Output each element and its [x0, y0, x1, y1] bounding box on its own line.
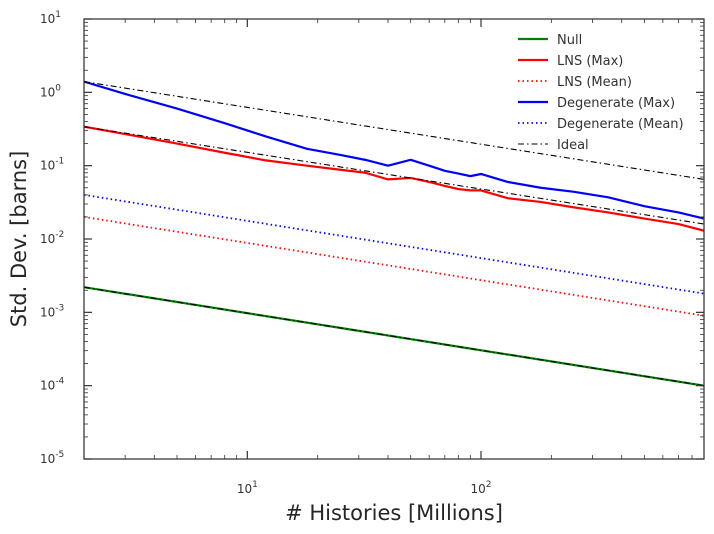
x-tick-label: 101	[237, 480, 258, 496]
y-tick-label: 10-5	[40, 450, 64, 466]
legend-label-degenerate-mean: Degenerate (Mean)	[557, 117, 684, 132]
y-tick-label: 101	[40, 10, 61, 26]
series-layer	[83, 80, 705, 387]
y-axis-label: Std. Dev. [barns]	[7, 151, 31, 328]
series-line-ideal-ref-6	[83, 126, 705, 225]
y-tick-label: 10-2	[40, 230, 64, 246]
legend-label-lns-mean: LNS (Mean)	[557, 75, 632, 90]
legend-label-degenerate-max: Degenerate (Max)	[557, 96, 675, 111]
series-line-ideal	[83, 81, 705, 180]
x-axis-label: # Histories [Millions]	[285, 501, 503, 525]
y-tick-label: 10-3	[40, 303, 64, 319]
legend: Null LNS (Max) LNS (Mean) Degenerate (Max) D…	[518, 33, 684, 153]
y-tick-label: 100	[40, 83, 61, 99]
series-line-lns-max	[83, 125, 705, 232]
legend-label-lns-max: LNS (Max)	[557, 54, 623, 69]
y-tick-label: 10-4	[40, 377, 65, 393]
y-tick-label: 10-1	[40, 157, 64, 173]
series-line-degenerate-max	[83, 80, 705, 220]
legend-label-ideal: Ideal	[557, 138, 589, 153]
series-line-ideal-ref-7	[83, 286, 705, 387]
series-line-lns-mean	[83, 216, 705, 317]
x-tick-label: 102	[471, 480, 492, 496]
legend-label-null: Null	[557, 33, 582, 48]
series-line-degenerate-mean	[83, 193, 705, 295]
tick-layer: 101 102 101 100 10-1 10-2 10-3 10-4 10-5	[40, 10, 705, 496]
